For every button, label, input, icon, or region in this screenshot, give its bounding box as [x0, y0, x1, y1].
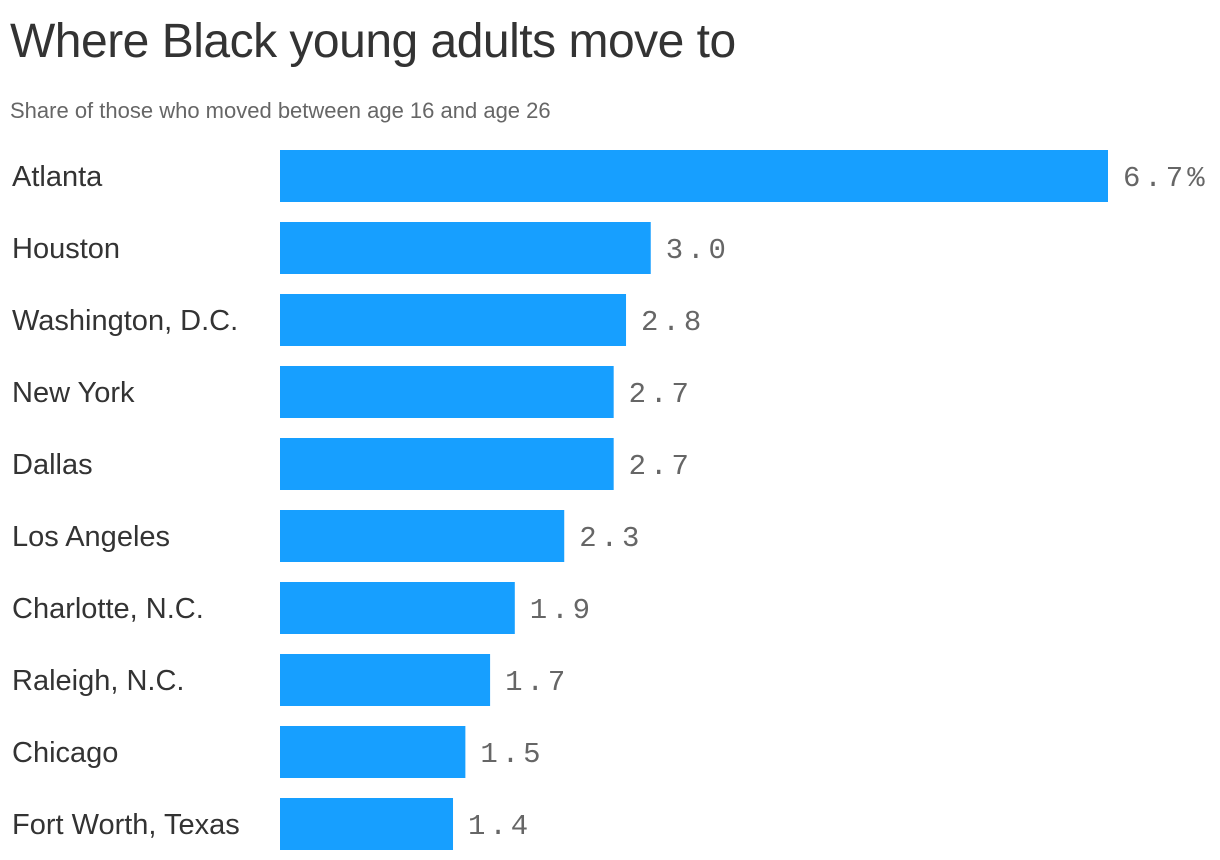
value-label: 2.8 — [641, 306, 705, 339]
bar-chart: Atlanta 6.7% Houston 3.0 Washington, D.C. 2.8… — [12, 150, 1209, 850]
value-label: 1.4 — [468, 810, 532, 843]
bar — [280, 798, 454, 850]
value-label: 2.7 — [629, 450, 693, 483]
bar — [280, 150, 1108, 202]
value-label: 2.3 — [579, 522, 643, 555]
chart-subtitle: Share of those who moved between age 16 … — [10, 98, 551, 123]
value-label: 1.9 — [530, 594, 594, 627]
bar — [280, 726, 466, 778]
bar — [280, 294, 627, 346]
chart-title: Where Black young adults move to — [10, 15, 736, 68]
category-label: Atlanta — [12, 161, 103, 193]
value-label: 2.7 — [629, 378, 693, 411]
bar — [280, 222, 651, 274]
bar — [280, 654, 491, 706]
category-label: Chicago — [12, 737, 118, 769]
value-label: 3.0 — [666, 234, 730, 267]
category-label: New York — [12, 377, 135, 409]
bar — [280, 438, 614, 490]
category-label: Los Angeles — [12, 521, 170, 553]
bar — [280, 366, 614, 418]
category-label: Washington, D.C. — [12, 305, 238, 337]
category-label: Charlotte, N.C. — [12, 593, 204, 625]
category-label: Fort Worth, Texas — [12, 809, 240, 841]
bar — [280, 510, 565, 562]
value-label: 1.7 — [505, 666, 569, 699]
value-label: 1.5 — [480, 738, 544, 771]
value-label: 6.7% — [1123, 162, 1209, 195]
category-label: Houston — [12, 233, 120, 265]
bar — [280, 582, 515, 634]
category-label: Dallas — [12, 449, 93, 481]
category-label: Raleigh, N.C. — [12, 665, 184, 697]
